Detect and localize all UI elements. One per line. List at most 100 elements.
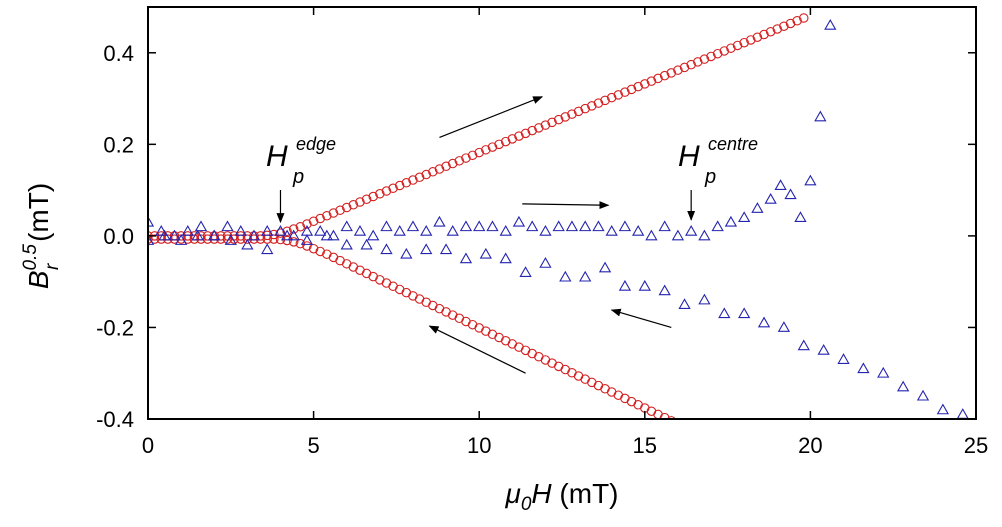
series-edge-down: [148, 234, 735, 453]
data-point-circle: [686, 59, 696, 70]
data-point-triangle: [380, 220, 393, 232]
data-point-circle: [487, 142, 498, 152]
data-point-triangle: [877, 366, 890, 378]
data-point-triangle: [486, 220, 499, 232]
data-point-circle: [706, 51, 716, 62]
data-point-triangle: [711, 220, 724, 232]
data-point-triangle: [400, 247, 413, 259]
x-tick-label: 25: [964, 433, 988, 458]
direction-arrow-middle-right: [522, 201, 610, 210]
data-point-triangle: [678, 298, 691, 310]
data-point-circle: [428, 167, 438, 177]
data-point-triangle: [632, 225, 645, 236]
data-point-circle: [295, 221, 306, 232]
data-point-circle: [567, 109, 577, 119]
data-point-circle: [547, 117, 557, 128]
data-point-circle: [315, 213, 325, 224]
data-point-circle: [507, 134, 518, 144]
data-point-circle: [719, 46, 730, 56]
data-point-circle: [328, 208, 339, 218]
data-point-triangle: [512, 215, 526, 227]
data-point-triangle: [340, 238, 353, 250]
data-point-circle: [315, 246, 325, 257]
direction-arrow-upper-right: [439, 96, 544, 139]
data-point-circle: [785, 18, 796, 29]
data-point-circle: [680, 423, 688, 431]
series-centre-down: [148, 229, 976, 419]
data-point-circle: [282, 235, 292, 246]
x-tick-label: 10: [467, 433, 491, 458]
data-point-circle: [646, 76, 657, 86]
data-point-circle: [388, 183, 398, 194]
data-point-circle: [779, 21, 789, 31]
data-point-triangle: [148, 215, 155, 227]
data-point-circle: [481, 145, 491, 155]
data-point-triangle: [300, 234, 314, 245]
y-tick-label: -0.4: [96, 407, 134, 432]
data-point-circle: [461, 153, 471, 163]
data-point-circle: [746, 35, 756, 45]
data-point-circle: [222, 234, 233, 244]
data-point-triangle: [314, 225, 327, 236]
data-point-triangle: [499, 225, 512, 236]
data-point-triangle: [181, 225, 194, 236]
data-point-triangle: [473, 220, 486, 232]
data-point-triangle: [738, 211, 751, 223]
x-tick-label: 5: [307, 433, 319, 458]
data-point-circle: [679, 62, 690, 73]
data-point-circle: [196, 234, 206, 244]
data-point-circle: [759, 29, 769, 40]
data-point-circle: [727, 445, 735, 453]
data-point-triangle: [459, 220, 473, 232]
data-point-circle: [341, 202, 352, 213]
data-point-circle: [335, 205, 345, 216]
data-point-circle: [163, 234, 173, 244]
data-point-triangle: [936, 403, 950, 415]
data-point-triangle: [380, 243, 393, 255]
y-tick-label: 0.2: [103, 132, 134, 157]
data-point-triangle: [956, 408, 969, 419]
data-point-circle: [229, 234, 239, 244]
data-point-circle: [414, 172, 425, 183]
data-point-triangle: [479, 247, 492, 259]
data-point-triangle: [353, 225, 367, 236]
annotation-arrows: [276, 190, 696, 224]
data-point-triangle: [797, 339, 810, 351]
data-point-circle: [408, 175, 418, 185]
data-point-triangle: [247, 229, 261, 241]
data-point-triangle: [685, 225, 698, 236]
data-point-circle: [666, 68, 677, 78]
data-point-circle: [580, 103, 590, 114]
data-point-triangle: [724, 215, 738, 227]
data-point-circle: [674, 420, 682, 428]
direction-arrow-lower-left-edge: [428, 325, 526, 374]
data-point-circle: [302, 219, 312, 229]
data-point-triangle: [420, 243, 433, 255]
data-point-triangle: [241, 238, 254, 250]
data-point-circle: [242, 234, 253, 244]
data-point-circle: [534, 123, 544, 133]
data-point-triangle: [446, 225, 459, 236]
data-point-circle: [520, 128, 531, 139]
data-point-triangle: [274, 225, 287, 236]
data-point-circle: [255, 234, 266, 244]
data-point-triangle: [645, 229, 658, 241]
data-point-triangle: [718, 307, 731, 319]
x-axis-variable: H: [531, 478, 552, 509]
data-point-circle: [454, 156, 465, 166]
x-tick-label: 15: [633, 433, 657, 458]
hp-centre-annotation: H centre p: [678, 134, 758, 188]
data-point-triangle: [221, 220, 234, 232]
data-point-circle: [699, 54, 710, 64]
y-axis-symbol: B: [23, 270, 54, 289]
data-point-circle: [375, 189, 385, 199]
data-point-circle: [288, 224, 299, 234]
data-point-triangle: [916, 389, 930, 401]
data-point-triangle: [794, 211, 807, 223]
x-axis-symbol: μ: [504, 478, 520, 509]
hp-edge-superscript: edge: [296, 134, 336, 154]
data-point-triangle: [539, 225, 552, 236]
data-point-triangle: [208, 229, 221, 241]
data-point-circle: [666, 416, 676, 419]
data-point-circle: [659, 70, 670, 81]
